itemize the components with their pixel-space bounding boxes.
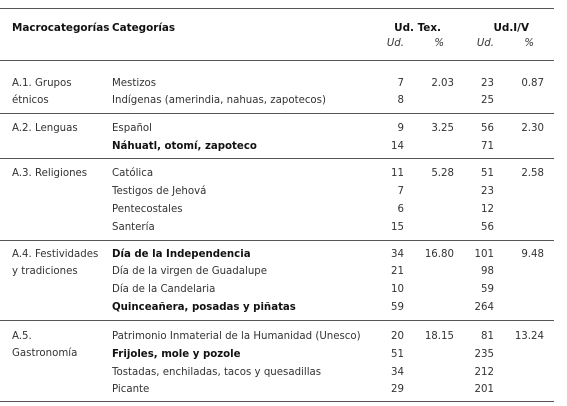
- group-rule: [0, 320, 554, 321]
- category-label: Santería: [112, 222, 155, 233]
- category-label: Náhuatl, otomí, zapoteco: [112, 141, 257, 152]
- ud-iv-value: 12: [481, 204, 494, 215]
- macro-label: A.2. Lenguas: [12, 123, 78, 134]
- ud-tex-value: 14: [391, 141, 404, 152]
- ud-iv-value: 264: [474, 302, 494, 313]
- ud-tex-value: 11: [391, 168, 404, 179]
- category-label: Patrimonio Inmaterial de la Humanidad (U…: [112, 331, 361, 342]
- header-ud-iv: Ud.I/V: [493, 22, 529, 34]
- category-label: Pentecostales: [112, 204, 183, 215]
- pct-tex-value: 3.25: [431, 123, 454, 134]
- pct-iv-value: 0.87: [521, 78, 544, 89]
- ud-tex-value: 7: [397, 78, 404, 89]
- macro-label-line2: étnicos: [12, 95, 49, 106]
- bottom-rule: [0, 401, 554, 402]
- ud-tex-value: 34: [391, 249, 404, 260]
- ud-iv-value: 23: [481, 186, 494, 197]
- macro-label: A.4. Festividades: [12, 249, 99, 260]
- ud-iv-value: 212: [474, 367, 494, 378]
- ud-iv-value: 56: [481, 123, 494, 134]
- ud-tex-value: 59: [391, 302, 404, 313]
- ud-tex-value: 15: [391, 222, 404, 233]
- category-label: Católica: [112, 168, 154, 179]
- ud-iv-value: 23: [481, 78, 494, 89]
- macro-label-line2: y tradiciones: [12, 266, 78, 277]
- pct-iv-value: 9.48: [521, 249, 544, 260]
- category-label: Quinceañera, posadas y piñatas: [112, 302, 296, 313]
- pct-tex-value: 5.28: [431, 168, 454, 179]
- category-label: Día de la virgen de Guadalupe: [112, 266, 268, 277]
- ud-tex-value: 8: [397, 95, 404, 106]
- macro-label-line2: Gastronomía: [12, 348, 78, 359]
- category-label: Día de la Independencia: [112, 249, 251, 260]
- top-rule: [0, 8, 554, 9]
- ud-iv-value: 235: [474, 349, 494, 360]
- ud-tex-value: 9: [397, 123, 404, 134]
- ud-tex-value: 7: [397, 186, 404, 197]
- category-label: Picante: [112, 384, 150, 395]
- ud-iv-value: 201: [474, 384, 494, 395]
- category-label: Español: [112, 123, 152, 134]
- pct-iv-value: 2.30: [521, 123, 544, 134]
- header-ud-tex: Ud. Tex.: [394, 22, 441, 34]
- ud-iv-value: 59: [481, 284, 494, 295]
- header-rule: [0, 60, 554, 61]
- group-rule: [0, 240, 554, 241]
- macro-label: A.5.: [12, 331, 32, 342]
- ud-tex-value: 29: [391, 384, 404, 395]
- ud-iv-value: 51: [481, 168, 494, 179]
- pct-tex-value: 2.03: [431, 78, 454, 89]
- ud-tex-value: 51: [391, 349, 404, 360]
- ud-iv-value: 56: [481, 222, 494, 233]
- pct-tex-value: 16.80: [424, 249, 454, 260]
- ud-iv-value: 81: [481, 331, 494, 342]
- group-rule: [0, 113, 554, 114]
- header-macrocategorias: Macrocategorías: [12, 22, 110, 34]
- group-rule: [0, 158, 554, 159]
- pct-iv-value: 13.24: [514, 331, 544, 342]
- category-label: Frijoles, mole y pozole: [112, 349, 241, 360]
- ud-iv-value: 71: [481, 141, 494, 152]
- pct-tex-value: 18.15: [424, 331, 454, 342]
- category-label: Testigos de Jehová: [112, 186, 207, 197]
- ud-tex-value: 20: [391, 331, 404, 342]
- subheader-ud-2: Ud.: [476, 38, 494, 49]
- category-label: Tostadas, enchiladas, tacos y quesadilla…: [112, 367, 322, 378]
- ud-tex-value: 10: [391, 284, 404, 295]
- ud-tex-value: 34: [391, 367, 404, 378]
- category-label: Mestizos: [112, 78, 157, 89]
- ud-iv-value: 25: [481, 95, 494, 106]
- header-categorias: Categorías: [112, 22, 176, 34]
- macro-label: A.1. Grupos: [12, 78, 72, 89]
- ud-iv-value: 98: [481, 266, 494, 277]
- ud-iv-value: 101: [474, 249, 494, 260]
- subheader-pct-1: %: [434, 38, 444, 49]
- subheader-ud-1: Ud.: [386, 38, 404, 49]
- category-label: Indígenas (amerindia, nahuas, zapotecos): [112, 95, 326, 106]
- ud-tex-value: 6: [397, 204, 404, 215]
- subheader-pct-2: %: [524, 38, 534, 49]
- category-label: Día de la Candelaria: [112, 284, 216, 295]
- ud-tex-value: 21: [391, 266, 404, 277]
- macro-label: A.3. Religiones: [12, 168, 88, 179]
- pct-iv-value: 2.58: [521, 168, 544, 179]
